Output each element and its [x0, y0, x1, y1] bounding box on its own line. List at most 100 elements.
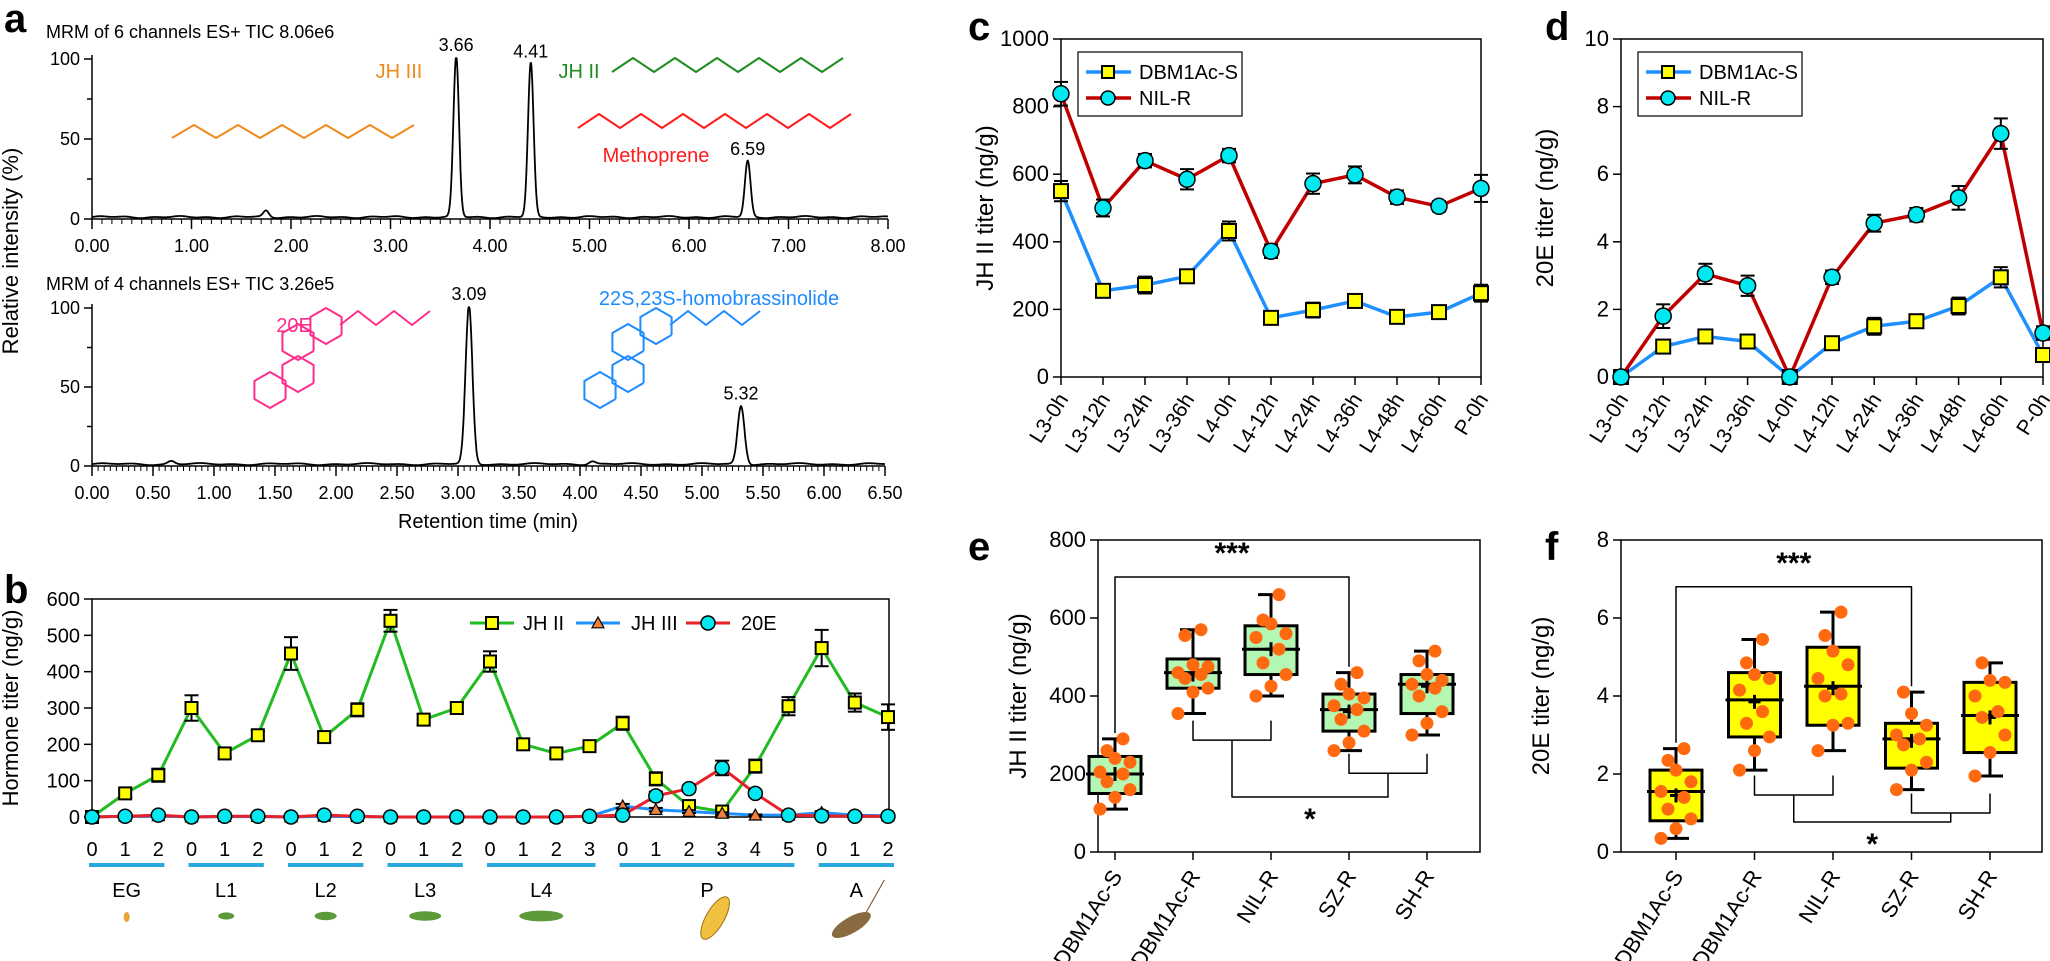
y-tick-label: 4 — [1597, 229, 1609, 254]
y-axis-title: JH II titer (ng/g) — [1005, 613, 1032, 778]
data-point — [1272, 588, 1286, 602]
data-point — [1263, 309, 1279, 326]
data-point — [1748, 668, 1761, 682]
data-point — [880, 808, 896, 825]
data-point — [813, 808, 830, 824]
stage-label: L4 — [530, 880, 552, 902]
significance-bracket-left-pair — [1192, 720, 1272, 741]
data-point — [1826, 718, 1840, 732]
data-point — [714, 760, 730, 776]
data-point — [1905, 707, 1918, 721]
data-point — [1420, 668, 1434, 682]
x-tick-label: 3 — [717, 839, 728, 861]
data-point — [847, 695, 862, 710]
data-point — [748, 807, 763, 821]
data-point — [117, 808, 133, 825]
data-point — [1221, 222, 1237, 239]
x-tick-label: SZ-R — [1313, 865, 1361, 922]
brassinolide-structure-ring — [611, 355, 645, 393]
y-tick-label: 6 — [1597, 605, 1609, 630]
legend-marker — [1661, 65, 1675, 79]
data-point — [350, 702, 365, 717]
data-point — [1272, 642, 1286, 656]
data-point — [715, 806, 730, 819]
x-tick-label: 3.00 — [440, 483, 475, 503]
compound-name: JH II — [558, 61, 599, 83]
significance-label: *** — [1776, 547, 1811, 580]
significance-bracket-left-pair — [1753, 775, 1834, 796]
data-point — [1431, 304, 1447, 321]
data-point — [1890, 728, 1903, 742]
data-point — [1841, 716, 1855, 730]
data-point — [1194, 623, 1208, 637]
data-point — [183, 809, 200, 825]
insect-l3-icon — [409, 911, 442, 921]
legend-box — [1637, 51, 1803, 117]
x-tick-label: 5.50 — [745, 483, 780, 503]
data-point — [1350, 703, 1364, 717]
x-tick-label: 4.50 — [623, 483, 658, 503]
significance-bracket-join — [1231, 740, 1389, 798]
data-point — [1738, 276, 1757, 295]
legend-marker — [590, 615, 606, 629]
x-tick-label: 2.00 — [318, 483, 353, 503]
legend-label: 20E — [741, 613, 777, 635]
compound-name: Methoprene — [603, 145, 710, 167]
x-tick-label: 1 — [120, 839, 131, 861]
data-point — [1949, 189, 1968, 207]
data-point — [548, 809, 565, 825]
data-point — [1913, 732, 1926, 746]
y-tick-label: 800 — [1049, 527, 1086, 552]
data-point — [1178, 170, 1196, 189]
data-point — [1256, 656, 1270, 670]
insect-p-icon — [700, 896, 730, 940]
data-point — [250, 808, 266, 825]
data-point — [814, 641, 829, 656]
data-point — [1669, 822, 1683, 836]
data-point — [516, 737, 531, 752]
data-point — [1654, 831, 1668, 845]
data-point — [1781, 368, 1799, 386]
legend-label: NIL-R — [1699, 88, 1751, 110]
data-point — [1975, 710, 1989, 724]
stage-label: L2 — [315, 880, 337, 902]
x-tick-label: 0.50 — [135, 483, 170, 503]
data-point — [1733, 763, 1746, 777]
data-point — [1733, 683, 1746, 697]
data-point — [1430, 197, 1448, 216]
data-point — [1137, 277, 1153, 294]
peak-label: 3.66 — [439, 35, 474, 55]
x-tick-label: 0 — [186, 839, 197, 861]
stage-bar — [619, 863, 795, 867]
x-tick-label: 1.50 — [257, 483, 292, 503]
y-tick-label: 6 — [1597, 161, 1609, 186]
data-point — [1108, 751, 1122, 765]
legend-label: DBM1Ac-S — [1699, 62, 1798, 84]
x-tick-label: 1 — [319, 839, 330, 861]
x-tick-label: 7.00 — [771, 236, 806, 256]
x-tick-label: 2 — [352, 839, 363, 861]
stage-bar — [188, 863, 264, 867]
x-tick-label: 4.00 — [472, 236, 507, 256]
methoprene-structure — [577, 113, 852, 129]
data-point — [1412, 689, 1426, 703]
panel-label-b: b — [4, 568, 28, 612]
data-point — [1740, 716, 1753, 730]
x-tick-label: 2.50 — [379, 483, 414, 503]
x-tick-label: DBM1Ac-S — [1048, 865, 1127, 961]
y-tick-label: 0 — [1597, 364, 1609, 389]
data-point — [1907, 206, 1926, 224]
y-tick-label: 0 — [1597, 839, 1609, 864]
x-tick-label: 0.00 — [74, 483, 109, 503]
data-point — [1473, 285, 1489, 302]
x-tick-label: 1 — [518, 839, 529, 861]
legend-marker — [485, 616, 499, 630]
legend-label: NIL-R — [1139, 88, 1191, 110]
data-point — [151, 768, 166, 783]
x-tick-label: 0.00 — [74, 236, 109, 256]
data-point — [1256, 613, 1270, 627]
data-point — [1100, 775, 1114, 789]
data-point — [1346, 166, 1364, 184]
chromatogram-title: MRM of 4 channels ES+ TIC 3.26e5 — [46, 274, 334, 294]
data-point — [1249, 631, 1263, 644]
